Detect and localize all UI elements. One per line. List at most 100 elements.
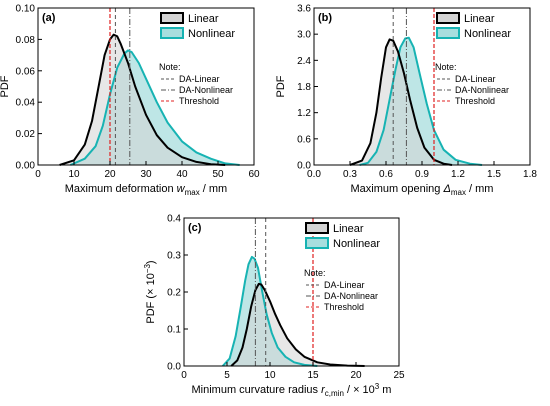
y-axis-label: PDF (× 10−3) (143, 260, 157, 323)
y-tick-label: 0.04 (16, 98, 36, 109)
x-tick-label: 1.8 (523, 169, 537, 180)
x-tick-label: 15 (307, 370, 319, 381)
y-tick-label: 0.00 (16, 161, 36, 172)
y-axis-label-text: PDF (× 10 (145, 273, 157, 323)
y-tick-label: 0.3 (167, 251, 181, 262)
panel-label: (b) (318, 12, 332, 24)
legend-swatch-nonlinear (305, 237, 329, 249)
x-axis-label-unit: / mm (466, 183, 494, 195)
chart-panel-b: 0.0 0.3 0.6 0.9 1.2 1.5 1.8 0.0 0.6 1.2 1.8 2.4 3.0 3… (275, 4, 537, 198)
x-axis-label-end: m (379, 384, 391, 396)
x-tick-label: 25 (393, 370, 405, 381)
x-axis-label-unit: / × 10 (344, 384, 375, 396)
legend-swatch-linear (305, 222, 329, 234)
y-axis-label-sup: −3 (143, 264, 152, 274)
legend-swatch-linear (160, 12, 184, 24)
y-tick-label: 0.08 (16, 35, 36, 46)
nonlinear-series-line (359, 36, 483, 166)
y-axis-label-end: ) (145, 260, 157, 264)
note-title: Note: (435, 62, 457, 72)
x-tick-label: 5 (224, 370, 230, 381)
linear-series-line (230, 282, 365, 367)
x-axis-label-unit: / mm (200, 183, 228, 195)
x-tick-label: 20 (350, 370, 362, 381)
x-tick-label: 10 (264, 370, 276, 381)
y-tick-label: 1.8 (297, 82, 311, 93)
x-axis-label-subscript: max (185, 188, 200, 197)
x-tick-label: 30 (140, 169, 152, 180)
legend: Linear Nonlinear (436, 12, 511, 40)
linear-series-line (349, 38, 453, 166)
x-tick-label: 0 (35, 169, 41, 180)
note-da-linear-label: DA-Linear (455, 74, 496, 84)
panel-label: (c) (188, 222, 202, 234)
legend-label-linear: Linear (188, 13, 219, 25)
legend-label-linear: Linear (464, 13, 495, 25)
x-tick-label: 0.9 (415, 169, 429, 180)
note-threshold-label: Threshold (179, 96, 219, 106)
legend-label-linear: Linear (333, 223, 364, 235)
x-axis-label-variable: Δ (442, 183, 450, 195)
x-axis-label-text: Minimum curvature radius (192, 384, 322, 396)
x-axis-label-sup: 3 (375, 382, 380, 391)
x-tick-label: 10 (68, 169, 80, 180)
note-da-linear-label: DA-Linear (179, 74, 220, 84)
x-tick-label: 0.0 (307, 169, 321, 180)
y-axis-label: PDF (275, 75, 287, 97)
y-tick-label: 1.2 (297, 108, 311, 119)
y-tick-label: 0.06 (16, 66, 36, 77)
x-tick-label: 20 (104, 169, 116, 180)
note-da-nonlinear-label: DA-Nonlinear (179, 85, 233, 95)
nonlinear-series-line (69, 49, 240, 166)
x-axis-label-subscript: max (451, 188, 466, 197)
legend-label-nonlinear: Nonlinear (333, 238, 380, 250)
linear-area-fill (350, 39, 452, 165)
x-tick-label: 0 (181, 370, 187, 381)
x-tick-label: 50 (212, 169, 224, 180)
y-tick-label: 0.1 (167, 325, 181, 336)
y-axis-label: PDF (0, 75, 11, 97)
x-axis-label: Maximum deformation wmax / mm (65, 183, 227, 197)
chart-panel-c: 0 5 10 15 20 25 0.0 0.1 0.2 0.3 0.4 (c) PDF (× 10−3)… (143, 214, 405, 399)
x-axis-label-variable: r (321, 384, 326, 396)
note-title: Note: (304, 268, 326, 278)
x-tick-label: 1.2 (451, 169, 465, 180)
x-axis-label-variable: w (177, 183, 186, 195)
note-da-linear-label: DA-Linear (324, 280, 365, 290)
legend: Linear Nonlinear (305, 222, 380, 250)
y-tick-label: 3.6 (297, 4, 311, 15)
legend-swatch-nonlinear (436, 27, 460, 39)
y-axis-label-text: PDF (275, 75, 287, 97)
y-tick-label: 0.10 (16, 4, 36, 15)
x-tick-label: 1.5 (487, 169, 501, 180)
y-tick-label: 0.0 (167, 362, 181, 373)
x-tick-label: 40 (176, 169, 188, 180)
chart-panel-a: 0 10 20 30 40 50 60 0.00 0.02 0.04 0.06 0.08 0.10 (a)… (0, 4, 260, 198)
y-tick-label: 0.0 (297, 161, 311, 172)
x-tick-label: 0.6 (379, 169, 393, 180)
x-axis-label-text: Maximum deformation (65, 183, 177, 195)
x-axis-label: Maximum opening Δmax / mm (351, 183, 494, 197)
x-axis-label: Minimum curvature radius rc,min / × 103 … (192, 382, 392, 398)
note-da-nonlinear-label: DA-Nonlinear (455, 85, 509, 95)
x-tick-label: 60 (248, 169, 260, 180)
linear-series-line (59, 33, 226, 166)
x-axis-label-text: Maximum opening (351, 183, 444, 195)
legend-label-nonlinear: Nonlinear (464, 28, 511, 40)
y-tick-label: 0.2 (167, 288, 181, 299)
legend-label-nonlinear: Nonlinear (188, 28, 235, 40)
nonlinear-series-line (221, 255, 318, 367)
legend: Linear Nonlinear (160, 12, 235, 40)
note-threshold-label: Threshold (455, 96, 495, 106)
y-tick-label: 0.02 (16, 129, 36, 140)
legend-swatch-linear (436, 12, 460, 24)
note-da-nonlinear-label: DA-Nonlinear (324, 291, 378, 301)
x-axis-label-subscript: c,min (325, 389, 344, 398)
x-tick-label: 0.3 (343, 169, 357, 180)
legend-swatch-nonlinear (160, 27, 184, 39)
y-tick-label: 2.4 (297, 56, 311, 67)
